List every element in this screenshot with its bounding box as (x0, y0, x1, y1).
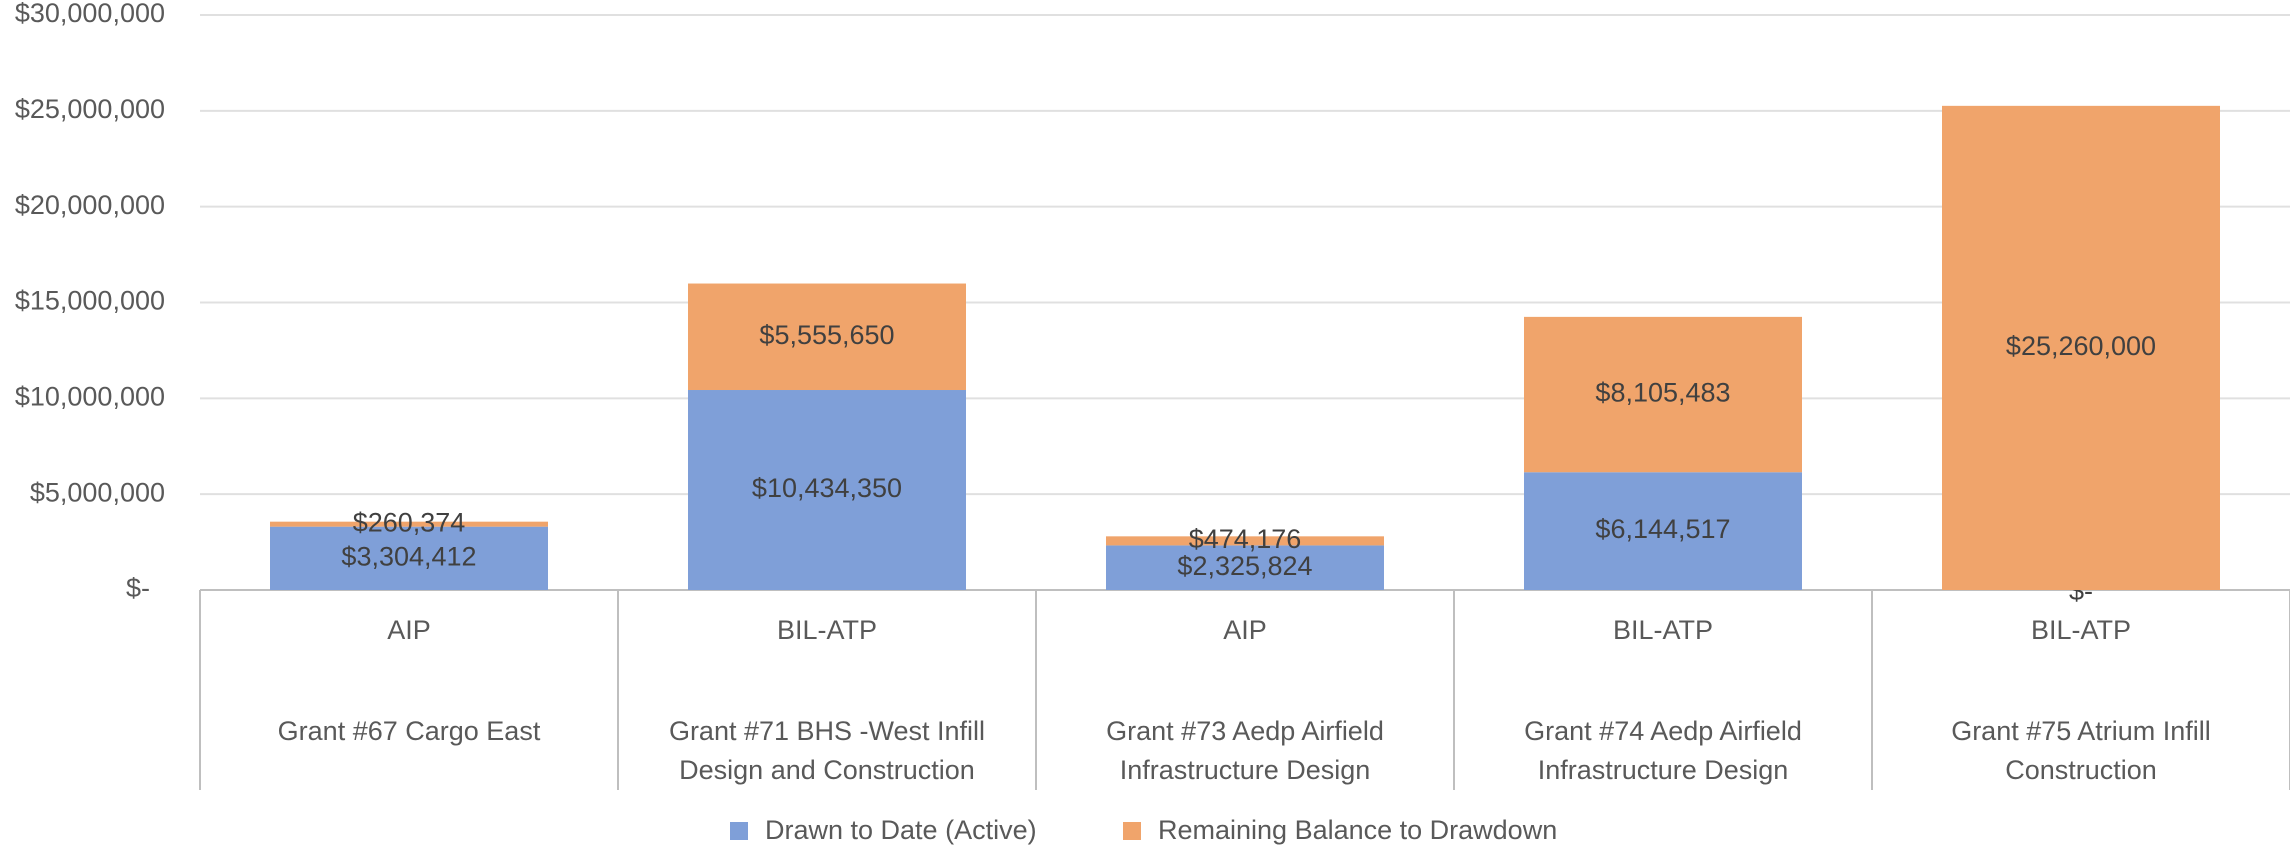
category-label: Grant #75 Atrium Infill Construction (1951, 716, 2211, 785)
legend-label: Remaining Balance to Drawdown (1158, 815, 1557, 845)
bar-segment (688, 283, 966, 391)
bar-segment (1106, 545, 1384, 590)
category-group-label: BIL-ATP (777, 615, 877, 645)
y-tick-label: $15,000,000 (15, 286, 165, 316)
bar-segment (1524, 316, 1802, 473)
legend-label: Drawn to Date (Active) (765, 815, 1037, 845)
bar-segment (1106, 536, 1384, 546)
y-tick-label: $25,000,000 (15, 94, 165, 124)
y-tick-label: $5,000,000 (30, 477, 165, 507)
data-label: $6,144,517 (1595, 514, 1730, 544)
y-tick-label: $10,000,000 (15, 381, 165, 411)
category-label: Grant #73 Aedp Airfield Infrastructure D… (1106, 716, 1384, 785)
category-group-label: BIL-ATP (1613, 615, 1713, 645)
data-label: $25,260,000 (2006, 331, 2156, 361)
bar-segment (270, 521, 548, 527)
data-label: $8,105,483 (1595, 378, 1730, 408)
bar-segment (1524, 472, 1802, 590)
data-label: $3,304,412 (341, 541, 476, 571)
bar-segment (1942, 105, 2220, 590)
category-group-label: BIL-ATP (2031, 615, 2131, 645)
bar-segment (270, 526, 548, 590)
legend-swatch (1123, 822, 1141, 840)
data-label: $474,176 (1189, 524, 1302, 554)
category-label: Grant #67 Cargo East (277, 716, 541, 746)
data-label: $5,555,650 (759, 320, 894, 350)
category-label: Grant #74 Aedp Airfield Infrastructure D… (1524, 716, 1802, 785)
legend-swatch (730, 822, 748, 840)
data-label: $260,374 (353, 507, 466, 537)
data-label: $10,434,350 (752, 473, 902, 503)
y-tick-label: $- (126, 573, 150, 603)
y-tick-label: $20,000,000 (15, 190, 165, 220)
data-label: $2,325,824 (1177, 551, 1312, 581)
category-group-label: AIP (1223, 615, 1267, 645)
y-tick-label: $30,000,000 (15, 0, 165, 28)
bar-segment (688, 390, 966, 590)
category-label: Grant #71 BHS -West Infill Design and Co… (668, 716, 986, 785)
category-group-label: AIP (387, 615, 431, 645)
